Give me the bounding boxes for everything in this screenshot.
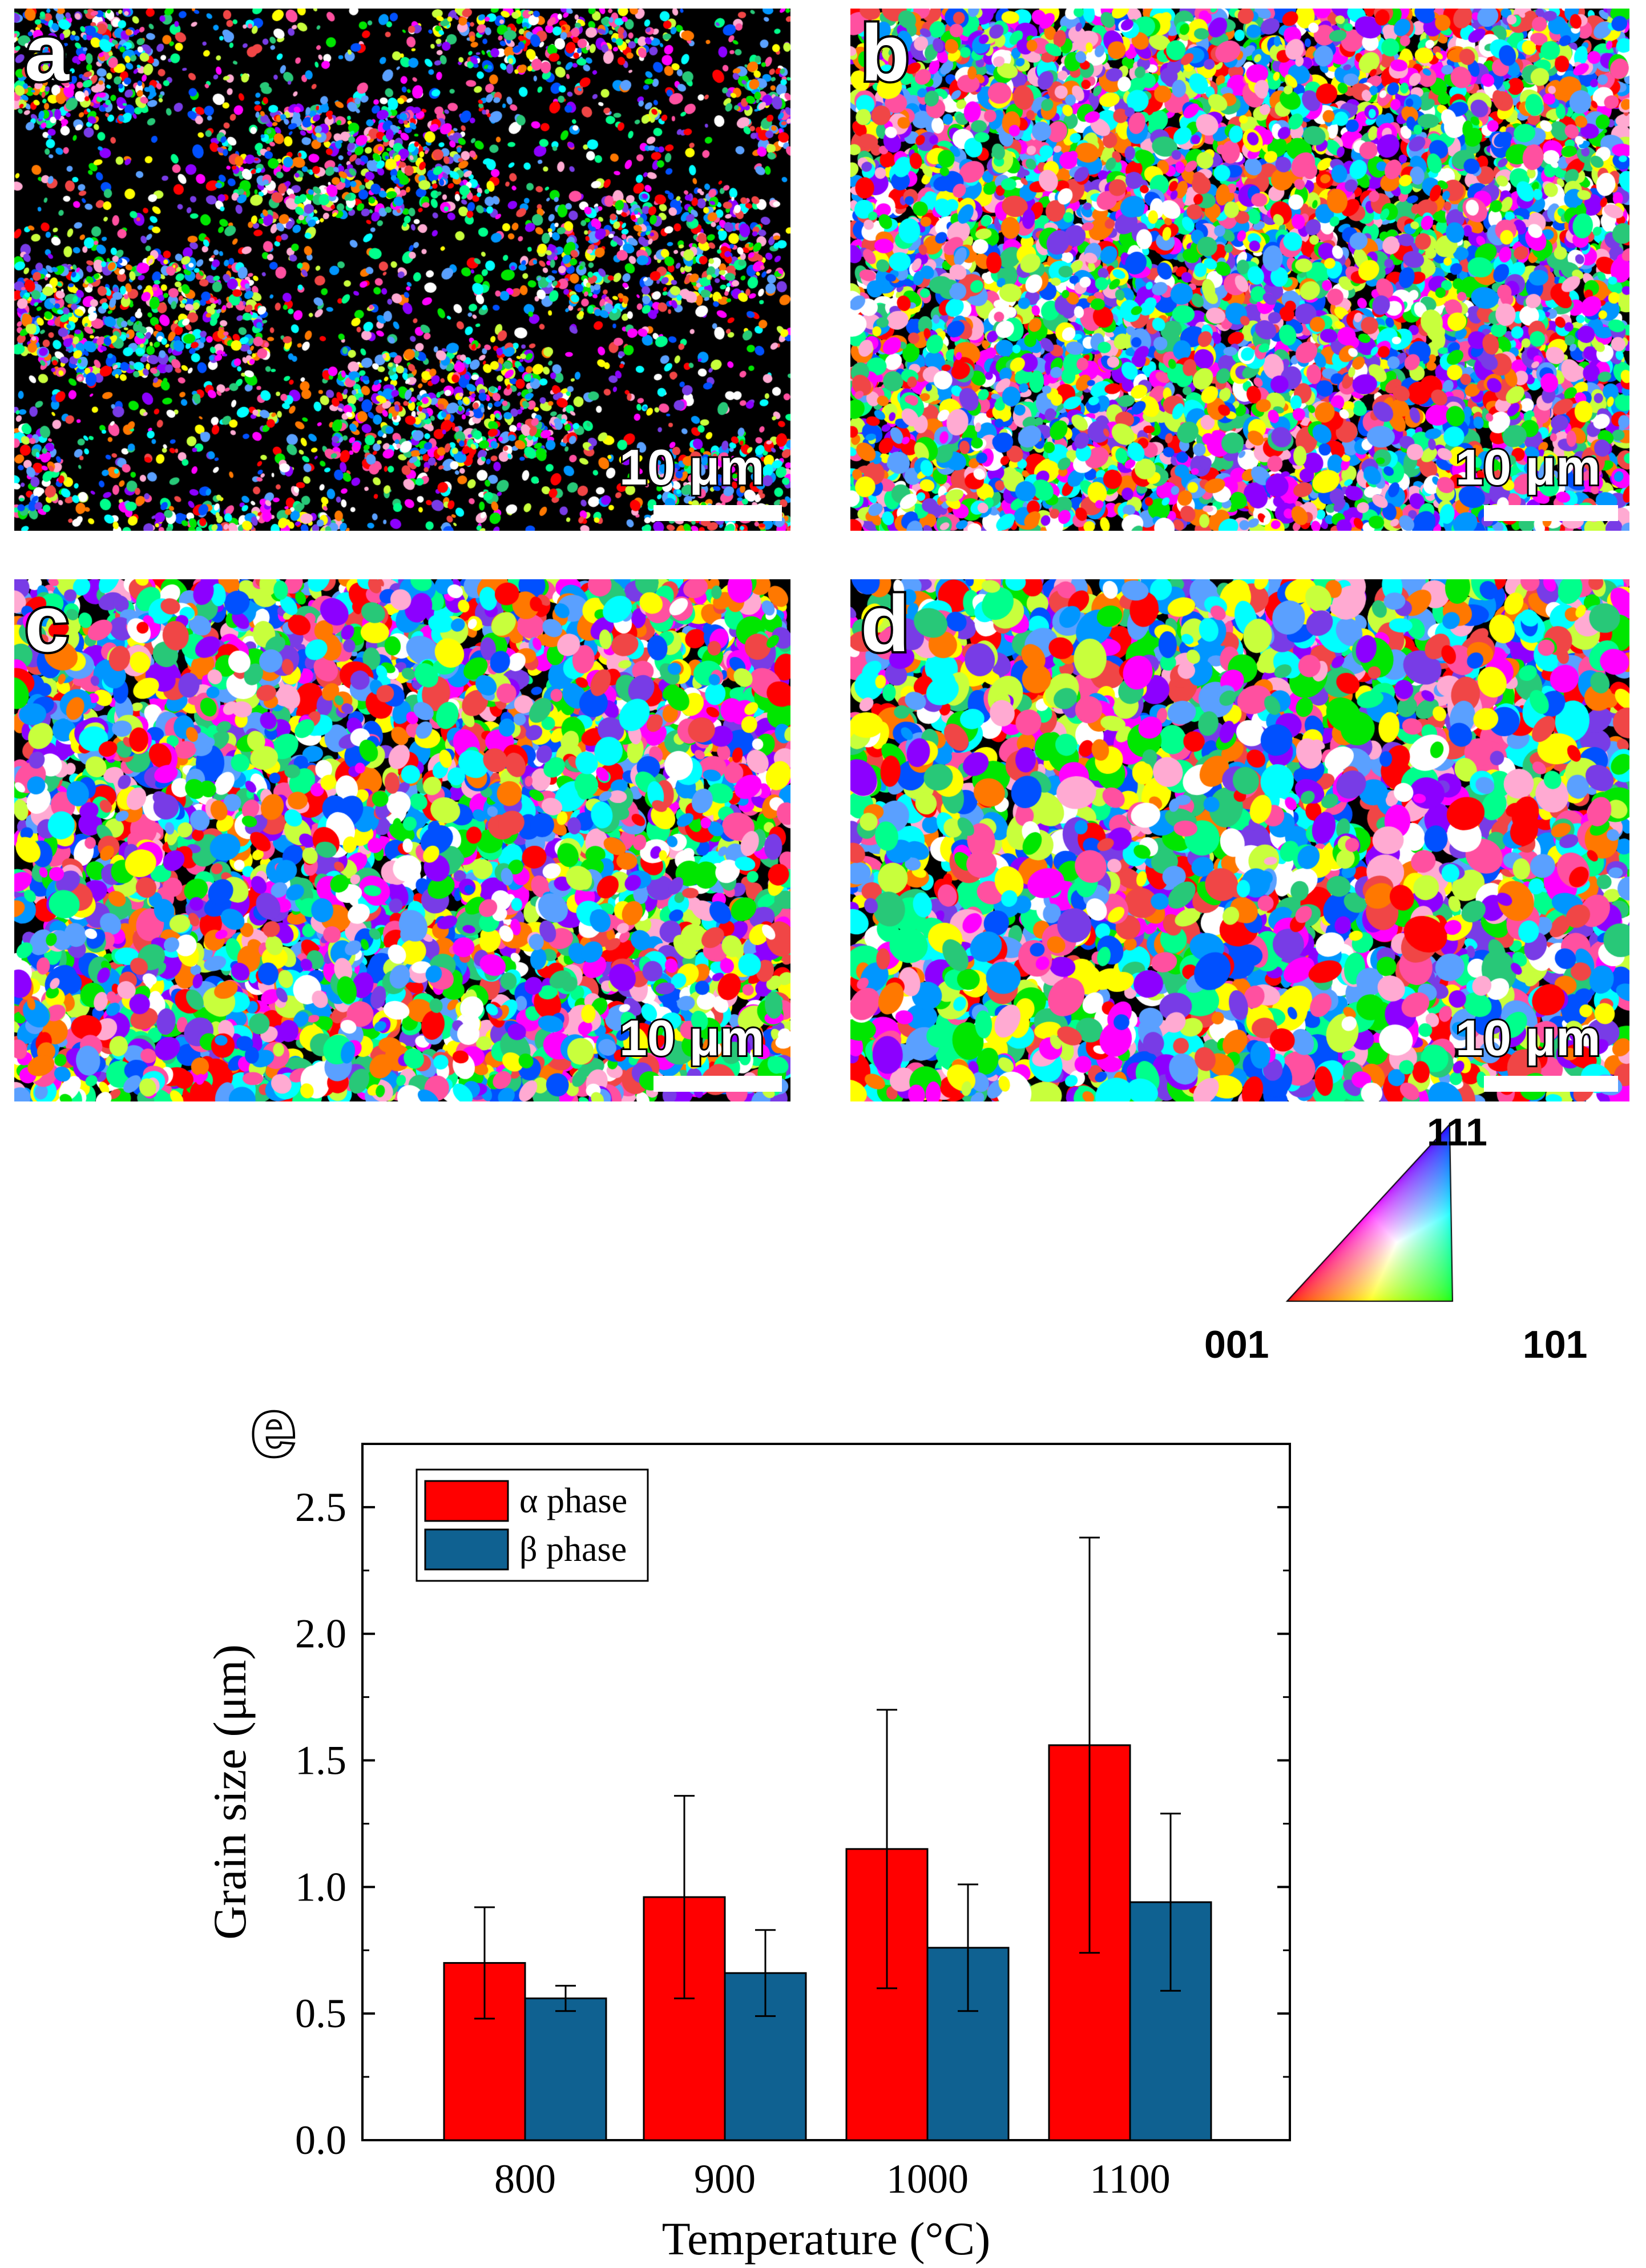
scale-bar-line-c [653, 1076, 782, 1092]
panel-label-b: b [858, 9, 911, 98]
scale-bar-label-a: 10 μm [618, 439, 766, 495]
ipf-triangle [1284, 1113, 1455, 1307]
scale-bar-label-b: 10 μm [1454, 439, 1602, 495]
y-tick-label: 1.5 [295, 1738, 346, 1783]
ebsd-map-panel-b: b 10 μm [850, 9, 1629, 531]
scale-bar-label-d: 10 μm [1454, 1010, 1602, 1066]
y-tick-label: 2.0 [295, 1611, 346, 1657]
scale-bar-c: 10 μm [618, 1010, 785, 1099]
y-axis-label: Grain size (μm) [204, 1644, 256, 1940]
ipf-color-key: 111 001 101 [1204, 1111, 1627, 1370]
legend-swatch-alpha [424, 1480, 509, 1522]
panel-label-d: d [858, 579, 911, 668]
scale-bar-label-c: 10 μm [618, 1010, 766, 1066]
x-tick-label: 1000 [886, 2156, 969, 2202]
y-tick-label: 1.0 [295, 1864, 346, 1910]
y-tick-label: 0.5 [295, 1991, 346, 2036]
grain-size-chart: 0.0 0.5 1.0 1.5 2.0 2.5 800 900 1000 1100 Temperat… [204, 1381, 1291, 2265]
ipf-label-001: 001 [1204, 1323, 1269, 1366]
ebsd-map-image-c [14, 579, 790, 1101]
scale-bar-line-a [653, 505, 782, 521]
plot-frame [361, 1443, 1291, 2141]
ebsd-map-image-a [14, 9, 790, 531]
scale-bar-b: 10 μm [1454, 439, 1627, 528]
panel-label-a: a [22, 9, 71, 98]
ipf-label-101: 101 [1523, 1323, 1588, 1366]
panel-label-e: e [251, 1383, 296, 1472]
panel-label-c: c [22, 579, 71, 668]
y-tick-label: 2.5 [295, 1484, 346, 1530]
ipf-label-111: 111 [1427, 1111, 1487, 1154]
legend-swatch-beta [424, 1528, 509, 1571]
scale-bar-a: 10 μm [618, 439, 785, 528]
legend-label-beta: β phase [519, 1530, 627, 1569]
ebsd-map-panel-a: a 10 μm [14, 9, 790, 531]
scale-bar-line-d [1484, 1076, 1618, 1092]
x-axis-label: Temperature (°C) [662, 2213, 991, 2265]
legend-label-alpha: α phase [519, 1482, 627, 1520]
scale-bar-line-b [1484, 505, 1618, 521]
y-tick-label: 0.0 [295, 2117, 346, 2163]
scale-bar-d: 10 μm [1454, 1010, 1627, 1099]
ebsd-map-panel-d: d 10 μm [850, 579, 1629, 1101]
x-tick-label: 1100 [1090, 2156, 1170, 2202]
ebsd-map-image-d [850, 579, 1629, 1101]
bar-beta-800 [524, 1997, 607, 2141]
ebsd-map-panel-c: c 10 μm [14, 579, 790, 1101]
x-tick-label: 900 [694, 2156, 756, 2202]
ebsd-map-image-b [850, 9, 1629, 531]
x-tick-label: 800 [494, 2156, 556, 2202]
